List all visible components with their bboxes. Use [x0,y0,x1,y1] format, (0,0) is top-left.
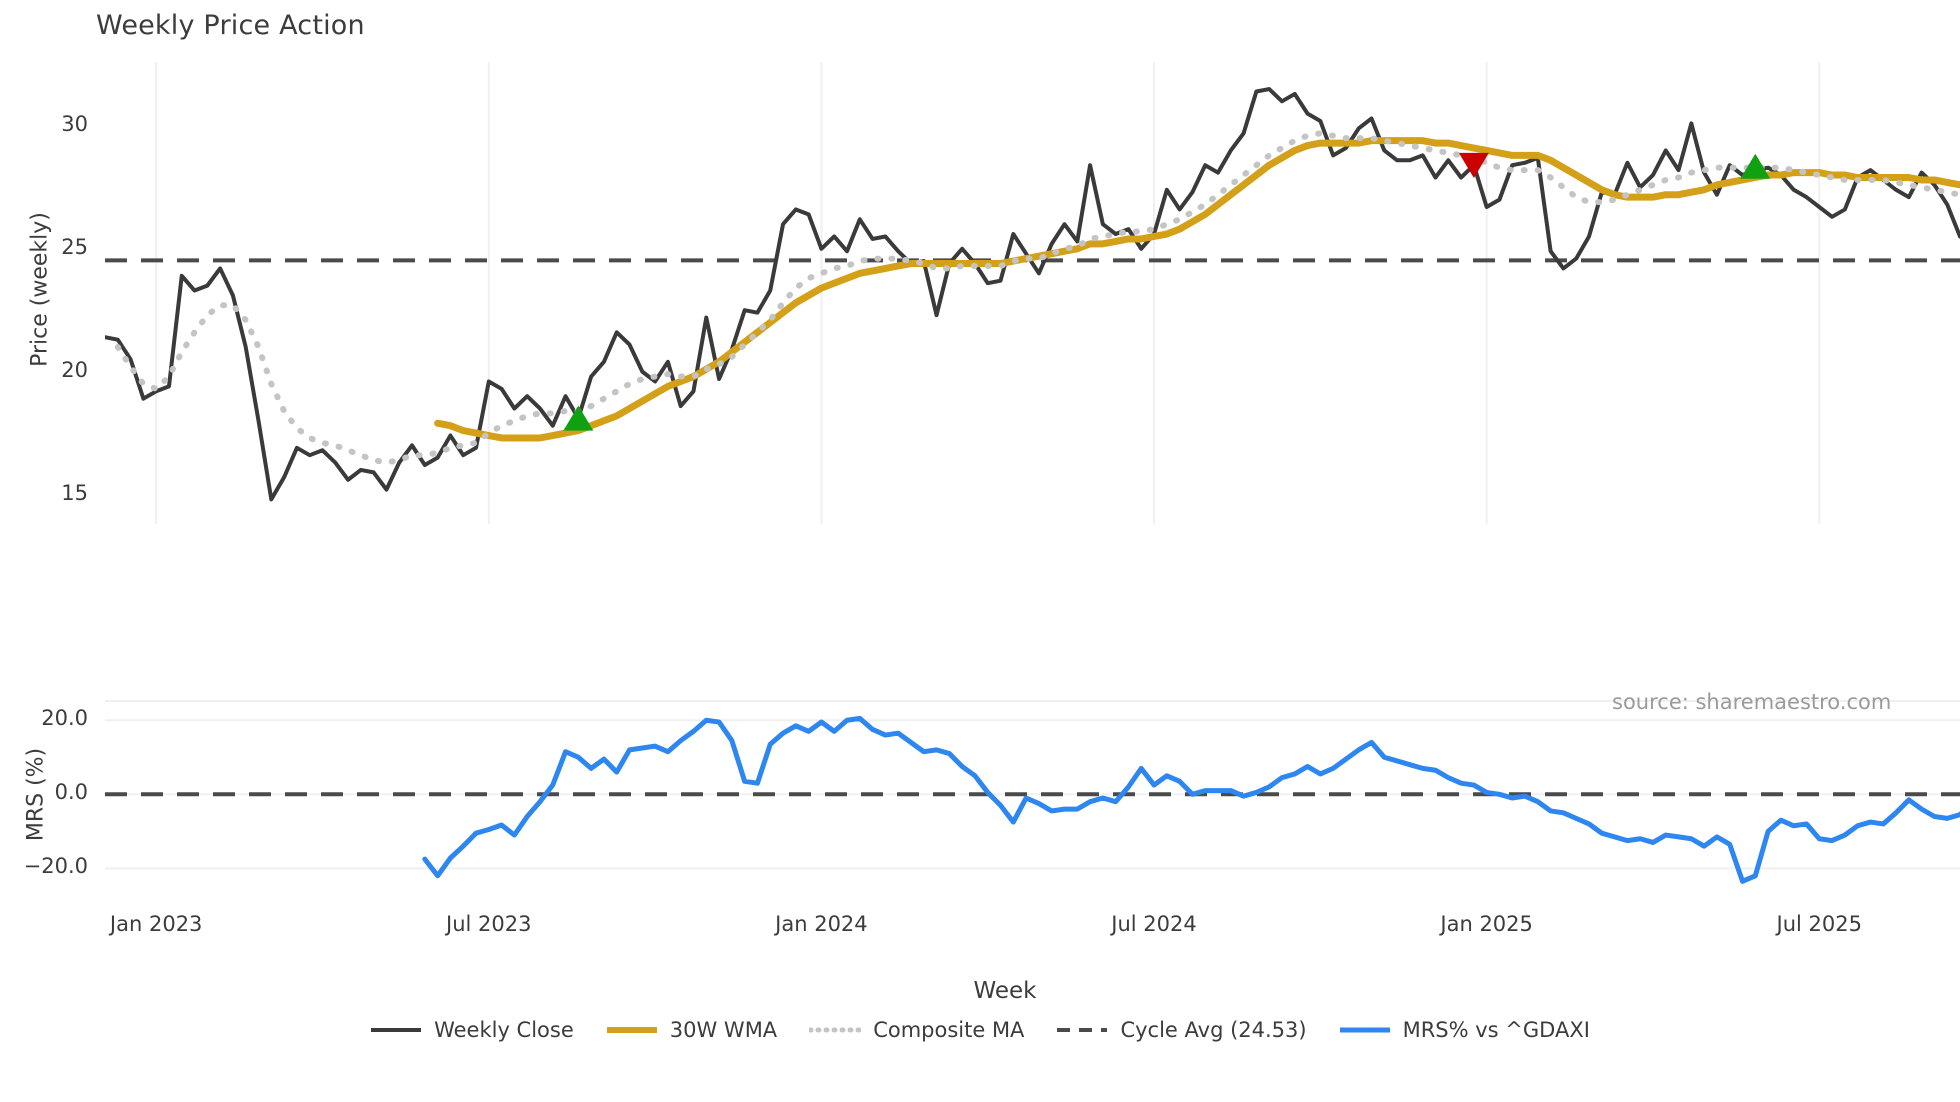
mrs-ytick: 0.0 [54,780,88,805]
mrs-ytick: −20.0 [23,854,88,879]
legend-swatch-icon [370,1022,422,1038]
x-axis-tick: Jan 2024 [775,912,868,936]
marker-sell[interactable] [1458,152,1489,178]
price-plot-svg [105,62,1960,524]
mrs-ytick: 20.0 [41,706,88,731]
x-axis-tick: Jul 2024 [1111,912,1197,936]
price-ytick: 20 [61,357,88,382]
series-weekly-close [105,87,1960,502]
chart-title: Weekly Price Action [96,10,365,41]
price-ytick: 25 [61,234,88,259]
series-mrs-vs-gdaxi [422,715,1960,884]
legend-item[interactable]: Weekly Close [370,1018,574,1042]
legend-item[interactable]: Composite MA [809,1018,1024,1042]
x-axis-tick: Jul 2025 [1776,912,1862,936]
legend-label: 30W WMA [669,1018,778,1042]
legend-item[interactable]: 30W WMA [606,1018,777,1042]
x-axis-tick: Jan 2023 [109,912,203,936]
x-axis-tick: Jul 2023 [446,912,532,936]
mrs-y-axis-label: MRS (%) [23,747,49,842]
x-axis-label: Week [973,978,1037,1004]
marker-buy[interactable] [563,405,594,431]
legend-label: MRS% vs ^GDAXI [1402,1018,1590,1042]
price-chart-panel [105,62,1960,524]
legend-item[interactable]: MRS% vs ^GDAXI [1339,1018,1590,1042]
legend-swatch-icon [1056,1022,1108,1038]
legend-item[interactable]: Cycle Avg (24.53) [1056,1018,1307,1042]
mrs-plot-svg [105,699,1960,884]
legend-swatch-icon [809,1022,862,1038]
price-y-axis-label: Price (weekly) [27,212,53,367]
mrs-chart-panel [105,698,1960,898]
chart-legend: Weekly Close 30W WMA Composite MA Cycle Avg… [0,1018,1960,1042]
legend-label: Weekly Close [434,1018,574,1042]
source-watermark: source: sharemaestro.com [1612,690,1892,714]
series-composite-ma [114,130,1960,466]
x-axis-tick: Jan 2025 [1440,912,1533,936]
legend-label: Cycle Avg (24.53) [1120,1018,1307,1042]
price-ytick: 30 [61,111,88,136]
legend-swatch-icon [606,1022,658,1038]
series-30w-wma [434,137,1960,442]
legend-swatch-icon [1339,1022,1391,1038]
legend-label: Composite MA [873,1018,1025,1042]
marker-buy[interactable] [1740,153,1771,179]
price-ytick: 15 [61,480,88,505]
